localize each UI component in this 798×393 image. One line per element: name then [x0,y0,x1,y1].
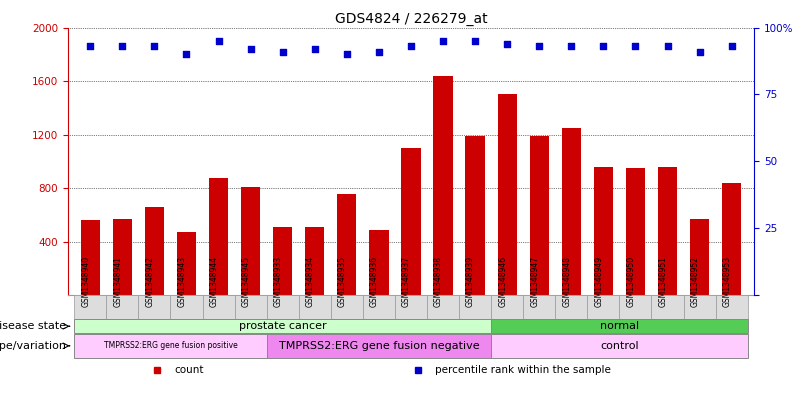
Text: GSM1348940: GSM1348940 [81,256,90,307]
Bar [144,207,164,296]
Bar [395,296,427,319]
Text: GSM1348948: GSM1348948 [563,256,571,307]
Bar [491,320,748,333]
Bar [74,320,491,333]
Bar [684,296,716,319]
Point [629,43,642,50]
Bar [555,296,587,319]
Text: GSM1348953: GSM1348953 [723,256,732,307]
Point [661,43,674,50]
Point [437,38,449,44]
Text: GSM1348947: GSM1348947 [530,256,539,307]
Bar [626,168,645,296]
Point [565,43,578,50]
Bar [491,296,523,319]
Bar [81,220,100,296]
Bar [651,296,684,319]
Text: GSM1348937: GSM1348937 [402,256,411,307]
Text: GSM1348934: GSM1348934 [306,256,314,307]
Bar [267,296,298,319]
Point [533,43,546,50]
Text: GSM1348949: GSM1348949 [595,256,603,307]
Text: GSM1348946: GSM1348946 [498,256,508,307]
Bar [523,296,555,319]
Bar [235,296,267,319]
Bar [138,296,171,319]
Text: GSM1348939: GSM1348939 [466,256,475,307]
Bar [113,219,132,296]
Text: normal: normal [600,321,639,331]
Bar [716,296,748,319]
Bar [619,296,651,319]
Text: GSM1348935: GSM1348935 [338,256,347,307]
Point [501,40,514,47]
Point [148,43,161,50]
Text: GSM1348933: GSM1348933 [274,256,282,307]
Bar [427,296,459,319]
Bar [690,219,709,296]
Text: GSM1348951: GSM1348951 [658,256,667,307]
Point [725,43,738,50]
Text: disease state: disease state [0,321,66,331]
Point [116,43,128,50]
Bar [273,227,292,296]
Bar [369,230,389,296]
Bar [305,227,324,296]
Point [405,43,417,50]
Text: GSM1348952: GSM1348952 [690,256,700,307]
Bar [459,296,491,319]
Bar [267,334,491,358]
Point [373,48,385,55]
Bar [587,296,619,319]
Bar [331,296,363,319]
Text: TMPRSS2:ERG gene fusion negative: TMPRSS2:ERG gene fusion negative [279,341,480,351]
Bar [401,148,421,296]
Bar [241,187,260,296]
Point [84,43,97,50]
Bar [171,296,203,319]
Point [276,48,289,55]
Text: GSM1348938: GSM1348938 [434,256,443,307]
Bar [177,233,196,296]
Title: GDS4824 / 226279_at: GDS4824 / 226279_at [334,13,488,26]
Bar [74,334,267,358]
Text: GSM1348944: GSM1348944 [210,256,219,307]
Bar [74,296,106,319]
Bar [338,194,357,296]
Bar [465,136,484,296]
Text: GSM1348945: GSM1348945 [242,256,251,307]
Point [308,46,321,52]
Bar [722,183,741,296]
Bar [106,296,138,319]
Bar [363,296,395,319]
Bar [530,136,549,296]
Text: prostate cancer: prostate cancer [239,321,326,331]
Bar [562,128,581,296]
Point [468,38,481,44]
Point [341,51,354,57]
Bar [433,76,452,296]
Text: GSM1348936: GSM1348936 [370,256,379,307]
Bar [298,296,331,319]
Point [244,46,257,52]
Text: control: control [600,341,638,351]
Bar [658,167,678,296]
Text: GSM1348943: GSM1348943 [177,256,187,307]
Bar [498,94,517,296]
Text: GSM1348950: GSM1348950 [626,256,635,307]
Text: GSM1348942: GSM1348942 [145,256,155,307]
Bar [203,296,235,319]
Text: genotype/variation: genotype/variation [0,341,66,351]
Text: TMPRSS2:ERG gene fusion positive: TMPRSS2:ERG gene fusion positive [104,342,237,350]
Text: percentile rank within the sample: percentile rank within the sample [435,365,610,375]
Bar [594,167,613,296]
Point [180,51,193,57]
Point [597,43,610,50]
Text: GSM1348941: GSM1348941 [113,256,122,307]
Point [212,38,225,44]
Text: count: count [174,365,203,375]
Point [693,48,706,55]
Bar [491,334,748,358]
Bar [209,178,228,296]
